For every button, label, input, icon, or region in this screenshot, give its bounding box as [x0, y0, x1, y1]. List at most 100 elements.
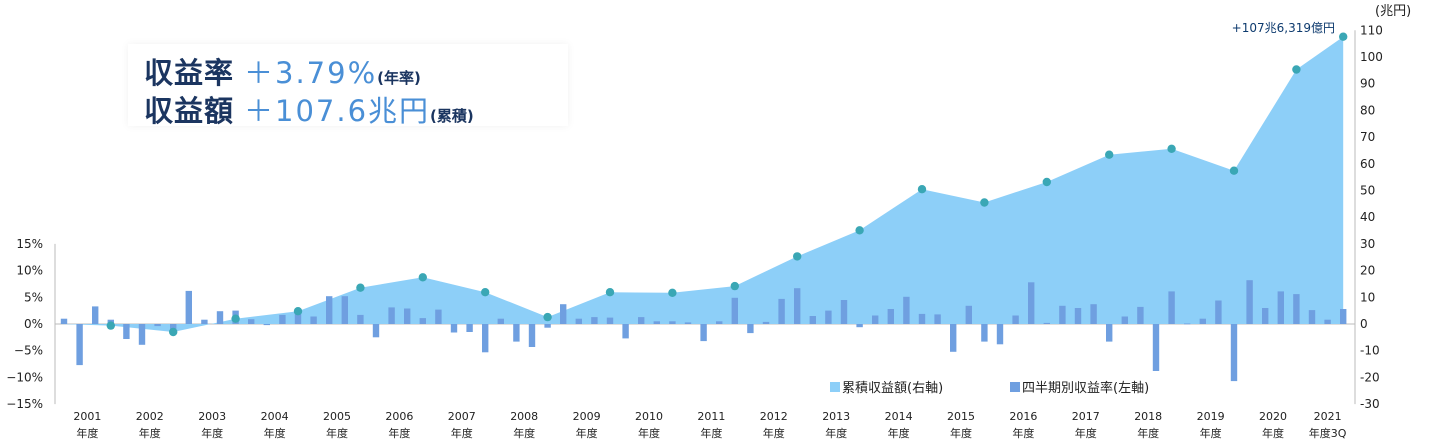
right-tick: 20 — [1360, 264, 1375, 278]
x-tick-year: 2012 — [760, 410, 788, 423]
x-tick-year: 2021 — [1314, 410, 1342, 423]
x-tick-suffix: 年度 — [1200, 426, 1222, 440]
quarter-bar — [809, 316, 816, 324]
return-amount-label: 収益額 — [144, 94, 235, 128]
x-tick-year: 2018 — [1134, 410, 1162, 423]
quarter-bar — [1277, 291, 1284, 324]
x-tick-year: 2001 — [73, 410, 101, 423]
quarter-bar — [1199, 318, 1206, 324]
quarter-bar — [310, 316, 317, 324]
legend-area-swatch — [830, 382, 840, 392]
cumulative-marker-2020 — [1292, 65, 1301, 74]
left-tick: 10% — [16, 264, 43, 278]
quarter-bar — [1184, 323, 1191, 325]
quarter-bar — [497, 318, 504, 324]
x-tick-suffix: 年度 — [201, 426, 223, 440]
quarter-bar — [1152, 324, 1160, 371]
quarter-bar — [934, 314, 941, 324]
x-tick-year: 2013 — [822, 410, 850, 423]
quarter-bar — [778, 298, 785, 324]
x-tick-suffix: 年度 — [451, 426, 473, 440]
cumulative-marker-2008 — [543, 312, 552, 322]
cumulative-marker-2010 — [668, 288, 677, 297]
right-tick: -20 — [1360, 370, 1380, 384]
quarter-bar — [170, 324, 177, 332]
cumulative-marker-2004 — [293, 307, 303, 316]
quarter-bar — [216, 311, 224, 324]
left-tick: 15% — [16, 237, 43, 251]
x-tick-year: 2011 — [697, 410, 725, 423]
x-tick-year: 2019 — [1197, 410, 1225, 423]
quarter-bar — [638, 317, 645, 324]
quarter-bar — [1012, 315, 1019, 324]
quarter-bar — [1246, 280, 1253, 324]
quarter-bar — [591, 317, 598, 324]
x-tick-year: 2020 — [1259, 410, 1287, 423]
x-tick-suffix: 年度 — [638, 426, 660, 440]
x-tick-suffix: 年度 — [763, 426, 785, 440]
cumulative-marker-2011 — [730, 281, 739, 291]
cumulative-callout: +107兆6,319億円 — [1232, 21, 1335, 35]
quarter-bar — [263, 324, 270, 326]
return-rate-note: (年率) — [377, 69, 421, 87]
x-tick-suffix: 年度 — [326, 426, 348, 440]
quarter-bar — [747, 324, 754, 334]
left-tick: 5% — [24, 290, 43, 304]
quarter-bar — [1121, 316, 1128, 324]
x-tick-year: 2009 — [573, 410, 601, 423]
quarter-bar — [482, 324, 489, 353]
quarter-bar — [528, 324, 536, 347]
quarter-bar — [606, 317, 614, 324]
x-tick-year: 2004 — [261, 410, 289, 423]
quarter-bar — [544, 324, 551, 328]
quarter-bar — [123, 324, 130, 339]
quarter-bar — [575, 318, 582, 324]
quarter-bar — [1262, 308, 1269, 324]
quarter-bar — [1324, 319, 1331, 324]
right-tick: 100 — [1360, 50, 1383, 64]
quarter-bar — [404, 308, 411, 324]
x-tick-suffix: 年度 — [825, 426, 847, 440]
legend-area-label: 累積収益額(右軸) — [842, 381, 943, 396]
quarter-bar — [887, 309, 894, 324]
quarter-bar — [903, 296, 910, 324]
quarter-bar — [1293, 294, 1300, 324]
x-tick-year: 2007 — [448, 410, 476, 423]
return-amount-row: 収益額 ＋107.6兆円(累積) — [144, 88, 474, 130]
right-axis-unit: (兆円) — [1375, 4, 1411, 19]
cumulative-marker-2001 — [106, 321, 116, 330]
right-tick: 70 — [1360, 130, 1375, 144]
x-tick-suffix: 年度 — [76, 426, 98, 440]
x-tick-year: 2017 — [1072, 410, 1100, 423]
cumulative-marker-2002 — [169, 327, 178, 337]
quarter-bar — [513, 324, 520, 342]
quarter-bar — [856, 324, 863, 328]
quarterly-bar-layer — [60, 280, 1347, 382]
right-tick: 10 — [1360, 290, 1375, 304]
quarter-bar — [762, 321, 770, 324]
quarter-bar — [622, 324, 629, 339]
quarter-bar — [154, 324, 161, 327]
quarter-bar — [1168, 291, 1175, 324]
x-axis-ticks: 2001 年度 2002 年度 2003 年度 2004 年度 2005 年度 2006 年度 2007… — [73, 410, 1346, 440]
quarter-bar — [872, 315, 879, 324]
right-tick: 60 — [1360, 157, 1375, 171]
cumulative-area-layer — [60, 36, 1344, 332]
x-tick-year: 2005 — [323, 410, 351, 423]
right-tick: 0 — [1360, 317, 1368, 331]
x-tick-year: 2015 — [947, 410, 975, 423]
cumulative-area — [60, 36, 1344, 332]
quarter-bar — [466, 324, 473, 332]
quarter-bar — [840, 300, 848, 324]
cumulative-marker-2019 — [1229, 166, 1239, 175]
quarter-bar — [76, 324, 83, 366]
x-tick-year: 2008 — [510, 410, 538, 423]
quarter-bar — [653, 321, 660, 324]
quarter-bar — [357, 314, 364, 324]
quarter-bar — [794, 288, 801, 324]
cumulative-marker-layer — [106, 32, 1348, 337]
quarter-bar — [1215, 300, 1222, 324]
x-tick-year: 2014 — [885, 410, 913, 423]
quarter-bar — [388, 307, 395, 324]
